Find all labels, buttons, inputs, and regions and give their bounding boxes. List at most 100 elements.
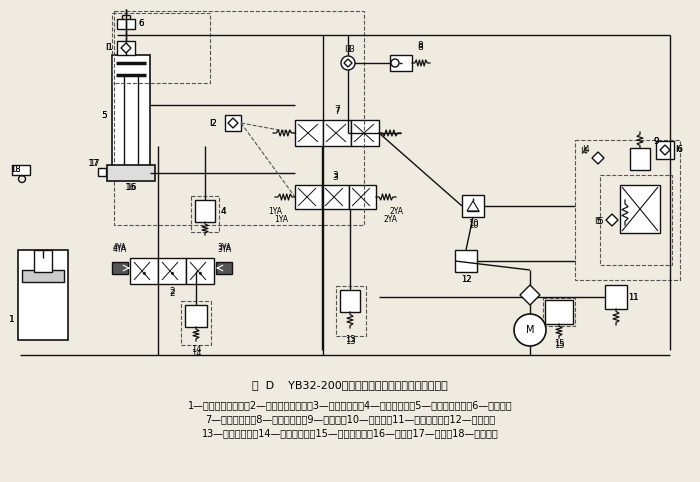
Text: 11: 11 [628, 293, 638, 302]
Text: I3: I3 [347, 44, 355, 54]
Text: 1YA: 1YA [268, 206, 282, 215]
Text: 16: 16 [125, 183, 136, 191]
Circle shape [514, 314, 546, 346]
Text: 15: 15 [554, 342, 564, 350]
Bar [216, 262, 232, 274]
Bar [112, 13, 210, 83]
Text: I5: I5 [596, 217, 604, 227]
Text: 6: 6 [139, 19, 143, 28]
Polygon shape [606, 214, 618, 226]
Text: 15: 15 [554, 339, 564, 348]
Text: 12: 12 [461, 276, 471, 284]
Bar [630, 148, 650, 170]
Text: 16: 16 [126, 183, 136, 191]
Bar [620, 185, 660, 233]
Text: 8: 8 [417, 42, 423, 52]
Text: I1: I1 [105, 43, 113, 53]
Bar [186, 258, 214, 284]
Bar [98, 168, 106, 176]
Text: 1—下缸（顶出缸）；2—下缸电液换向阀；3—主缸先导阀；4—主缸安全阀；5—上缸（主缸）；6—充液筱；: 1—下缸（顶出缸）；2—下缸电液换向阀；3—主缸先导阀；4—主缸安全阀；5—上缸… [188, 400, 512, 410]
Text: 14: 14 [190, 348, 202, 358]
Text: 4: 4 [220, 206, 226, 215]
Text: 2: 2 [169, 290, 175, 298]
Bar [575, 140, 680, 280]
Bar [351, 120, 379, 146]
Bar [349, 185, 376, 209]
Polygon shape [660, 145, 670, 155]
Bar [295, 120, 323, 146]
Text: I6: I6 [675, 146, 683, 155]
Bar [158, 258, 186, 284]
Text: 1: 1 [9, 316, 15, 324]
Text: 2YA: 2YA [383, 214, 397, 224]
Bar [455, 250, 477, 272]
Bar [117, 41, 135, 55]
Bar [323, 120, 351, 146]
Text: I4: I4 [582, 146, 590, 155]
Text: 4YA: 4YA [113, 245, 127, 254]
Text: 8: 8 [417, 40, 423, 50]
Text: 5: 5 [101, 110, 107, 120]
Bar [543, 298, 575, 326]
Text: 9: 9 [653, 137, 659, 147]
Polygon shape [172, 272, 174, 274]
Bar [340, 290, 360, 312]
Bar [225, 115, 241, 131]
Bar [191, 196, 219, 232]
Circle shape [391, 59, 399, 67]
Text: 9: 9 [653, 137, 659, 147]
Text: 1: 1 [9, 316, 15, 324]
Text: 17: 17 [88, 159, 99, 168]
Polygon shape [121, 43, 131, 53]
Polygon shape [228, 118, 238, 128]
Polygon shape [520, 285, 540, 305]
Text: M: M [526, 325, 534, 335]
Text: 10: 10 [468, 220, 478, 229]
Text: I3: I3 [344, 44, 352, 54]
Text: 12: 12 [461, 276, 471, 284]
Text: I4: I4 [580, 147, 588, 157]
Bar [656, 141, 674, 159]
Text: 1YA: 1YA [274, 214, 288, 224]
Text: 3YA: 3YA [217, 245, 231, 254]
Bar [18, 250, 68, 340]
Text: 4YA: 4YA [113, 243, 127, 253]
Bar [336, 286, 366, 336]
Bar [34, 250, 52, 272]
Text: 11: 11 [628, 293, 638, 302]
Bar [322, 185, 349, 209]
Text: 4: 4 [220, 206, 226, 215]
Text: 图  D    YB32-200型四柱万能液压机的液压系统原理图: 图 D YB32-200型四柱万能液压机的液压系统原理图 [252, 380, 448, 390]
Text: 5: 5 [101, 110, 107, 120]
Bar [545, 300, 573, 324]
Bar [130, 258, 158, 284]
Text: 18: 18 [10, 164, 20, 174]
Text: I2: I2 [209, 119, 217, 128]
Bar [107, 165, 155, 181]
Polygon shape [592, 152, 604, 164]
Bar [195, 200, 215, 222]
Text: I1: I1 [105, 43, 113, 53]
Text: 7: 7 [334, 107, 340, 117]
Text: 7: 7 [334, 106, 340, 115]
Text: 3YA: 3YA [217, 243, 231, 253]
Bar [12, 165, 30, 175]
Bar [112, 262, 128, 274]
Text: 13: 13 [344, 335, 356, 345]
Circle shape [341, 56, 355, 70]
Text: 6: 6 [138, 19, 144, 28]
Text: 7—主缸换向阀；8—压力继电器；9—释压阀；10—顺序阀；11—泵站溢流阀；12—减压阀；: 7—主缸换向阀；8—压力继电器；9—释压阀；10—顺序阀；11—泵站溢流阀；12… [205, 414, 495, 424]
Bar [462, 195, 484, 217]
Text: 13—下缸溢流阀；14—下缸安全阀；15—远程调压阀；16—滑块；17—挡块；18—行程开关: 13—下缸溢流阀；14—下缸安全阀；15—远程调压阀；16—滑块；17—挡块；1… [202, 428, 498, 438]
Bar [22, 270, 64, 282]
Text: 2: 2 [169, 287, 175, 296]
Polygon shape [144, 272, 146, 274]
Text: 14: 14 [190, 345, 202, 353]
Text: 18: 18 [10, 164, 20, 174]
Bar [112, 55, 150, 175]
Text: 13: 13 [344, 337, 356, 347]
Text: 3: 3 [332, 173, 338, 182]
Text: 3: 3 [332, 171, 338, 179]
Bar [117, 19, 135, 29]
Polygon shape [199, 272, 202, 274]
